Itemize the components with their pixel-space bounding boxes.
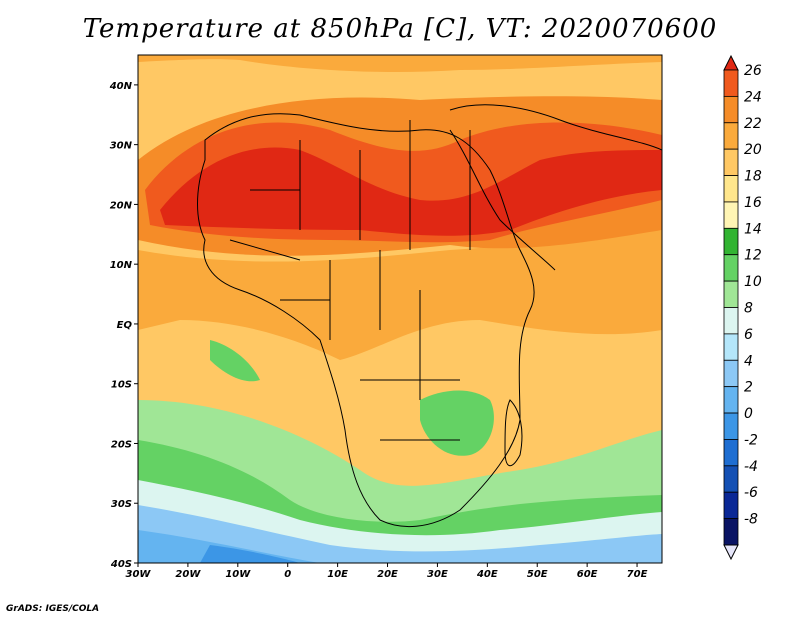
lat-tick-label: 20N xyxy=(110,200,133,211)
colorbar-label: 12 xyxy=(744,248,762,264)
colorbar-label: 6 xyxy=(744,327,753,343)
lon-tick-label: 10E xyxy=(327,569,348,580)
colorbar-swatch xyxy=(723,439,739,467)
colorbar-label: 22 xyxy=(744,116,762,132)
lon-tick-label: 20W xyxy=(175,569,201,580)
colorbar-swatch xyxy=(723,333,739,361)
map-title: Temperature at 850hPa [C], VT: 202007060… xyxy=(82,14,718,44)
lat-tick-label: 10N xyxy=(110,260,133,271)
colorbar-label: -8 xyxy=(744,512,758,528)
lon-tick-label: 60E xyxy=(577,569,598,580)
colorbar-swatch xyxy=(723,95,739,124)
colorbar-bottom-arrow xyxy=(723,544,739,561)
colorbar-swatch xyxy=(723,148,739,176)
plot-frame xyxy=(137,54,663,564)
lat-tick-label: 30S xyxy=(111,499,132,510)
colorbar-swatch xyxy=(723,201,739,229)
lon-tick-label: 40E xyxy=(476,569,498,580)
colorbar-label: -2 xyxy=(744,432,758,448)
lat-tick-label: 40S xyxy=(110,559,132,570)
lon-tick-label: 30W xyxy=(126,569,152,580)
colorbar-label: 2 xyxy=(744,380,753,396)
colorbar-top-arrow xyxy=(723,54,739,71)
colorbar-label: 26 xyxy=(744,63,762,79)
colorbar-label: 14 xyxy=(744,221,762,237)
colorbar-label: 16 xyxy=(744,195,762,211)
colorbar-swatch xyxy=(723,122,739,150)
lat-tick-label: 10S xyxy=(111,380,132,391)
lat-tick-label: 20S xyxy=(111,439,132,450)
temperature-field xyxy=(138,55,662,563)
colorbar-swatch xyxy=(723,359,739,388)
colorbar-swatch xyxy=(723,386,739,414)
colorbar-swatch xyxy=(723,280,739,308)
colorbar-swatch xyxy=(723,175,739,203)
lat-tick-label: 30N xyxy=(110,141,133,152)
colorbar-label: 0 xyxy=(744,406,753,422)
colorbar-label: -6 xyxy=(744,485,758,501)
lat-tick-label: 40N xyxy=(109,81,133,92)
lon-tick-label: 50E xyxy=(527,569,548,580)
lat-tick-label: EQ xyxy=(117,320,133,331)
map-axes: 30W 20W 10W 0 10E 20E 30E 40E 50E 60E 70E 40S 30S 20S… xyxy=(109,81,648,580)
colorbar-swatch xyxy=(723,465,739,493)
grads-credit: GrADS: IGES/COLA xyxy=(6,604,100,614)
lon-tick-label: 20E xyxy=(377,569,398,580)
colorbar-label: 4 xyxy=(744,353,753,369)
lon-tick-label: 10W xyxy=(225,569,251,580)
coastlines xyxy=(197,104,662,528)
colorbar-swatch xyxy=(723,307,739,335)
colorbar-swatch xyxy=(723,69,739,97)
lon-tick-label: 70E xyxy=(627,569,648,580)
colorbar-label: 20 xyxy=(744,142,762,158)
colorbar-label: 18 xyxy=(744,169,762,185)
colorbar-swatch xyxy=(723,491,739,520)
colorbar-label: 24 xyxy=(744,89,762,105)
colorbar-swatch xyxy=(723,412,739,440)
colorbar-swatch xyxy=(723,254,739,282)
colorbar-swatch xyxy=(723,227,739,256)
lon-tick-label: 0 xyxy=(284,569,291,580)
lon-tick-label: 30E xyxy=(427,569,448,580)
colorbar-swatch xyxy=(723,518,739,546)
colorbar-label: 10 xyxy=(744,274,762,290)
colorbar-label: -4 xyxy=(744,459,758,475)
colorbar-label: 8 xyxy=(744,301,753,317)
